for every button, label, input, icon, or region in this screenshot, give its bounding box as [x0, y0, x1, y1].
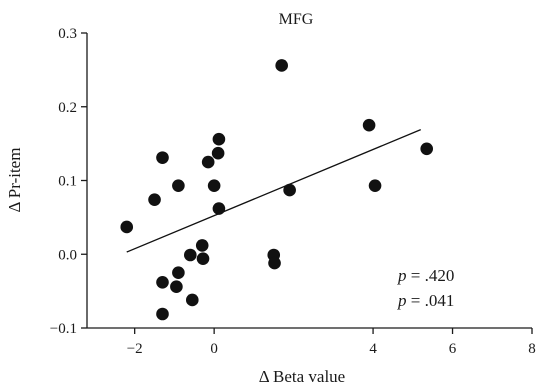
x-axis: −2 0 4 6 8 [87, 327, 536, 357]
y-axis: −0.1 0.0 0.1 0.2 0.3 [50, 26, 88, 337]
data-point [196, 252, 210, 265]
data-point [185, 293, 199, 307]
trend-line [126, 129, 421, 253]
x-tick-label: 8 [528, 341, 536, 357]
data-point [156, 307, 169, 321]
data-point [268, 256, 281, 270]
data-point [212, 202, 226, 215]
y-tick-label: −0.1 [50, 321, 77, 337]
data-point [172, 179, 185, 192]
data-point [368, 179, 382, 192]
data-point [170, 280, 183, 294]
p-variable-1: p [397, 266, 407, 285]
data-point [207, 179, 221, 192]
data-point [283, 183, 296, 197]
data-point [184, 248, 197, 262]
x-tick-label: 6 [449, 341, 457, 357]
data-point [211, 146, 225, 160]
data-point [120, 220, 134, 234]
y-axis-title: Δ Pr-item [5, 148, 24, 213]
chart-title: MFG [279, 11, 314, 28]
p-value-annotation-1: p = .420 [397, 266, 454, 285]
data-point [148, 193, 161, 206]
data-point [275, 59, 288, 72]
data-point [420, 142, 434, 156]
data-point [156, 275, 169, 289]
data-point [201, 155, 215, 169]
data-point [156, 151, 169, 164]
data-point [195, 239, 209, 252]
y-tick-label: 0.0 [58, 247, 77, 263]
data-point [172, 266, 185, 279]
p-variable-2: p [397, 291, 407, 310]
y-tick-label: 0.2 [58, 100, 77, 116]
x-tick-label: 4 [369, 341, 377, 357]
y-tick-label: 0.1 [58, 174, 77, 190]
trendline-group [126, 129, 421, 253]
data-point [212, 132, 226, 146]
x-tick-label: 0 [210, 341, 218, 357]
y-tick-label: 0.3 [58, 26, 77, 42]
p-value-annotation-2: p = .041 [397, 291, 454, 310]
x-axis-title: Δ Beta value [259, 367, 345, 386]
points-group [120, 59, 434, 321]
data-point [362, 118, 376, 132]
x-tick-label: −2 [127, 341, 143, 357]
p-value-1: = .420 [407, 266, 455, 285]
p-value-2: = .041 [407, 291, 455, 310]
